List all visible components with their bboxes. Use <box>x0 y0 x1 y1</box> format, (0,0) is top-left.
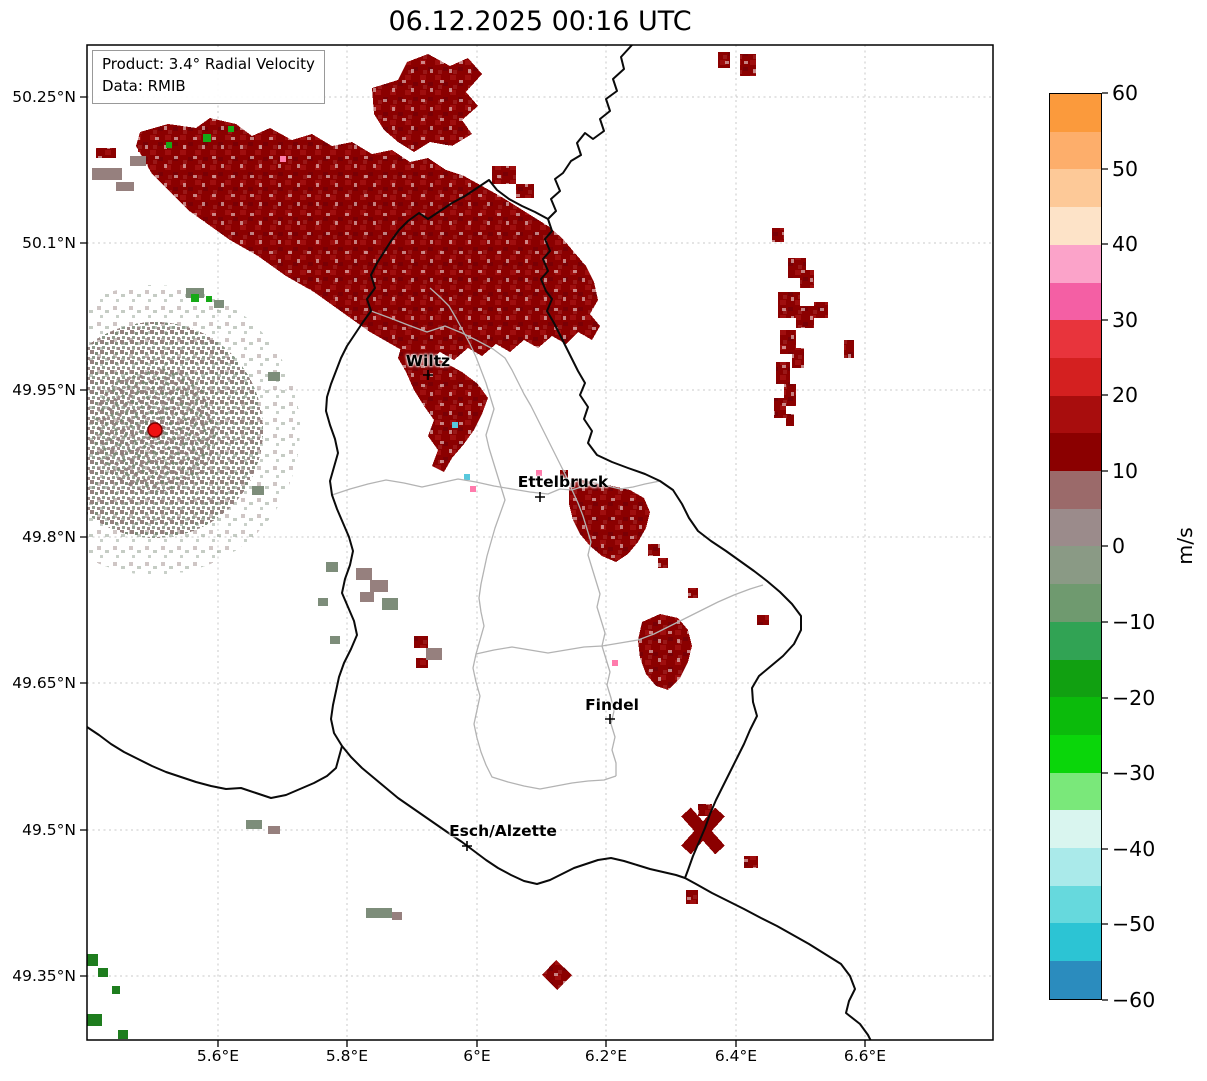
colorbar-segment <box>1050 357 1101 396</box>
colorbar-tick-label: 0 <box>1112 534 1126 558</box>
lat-tick-label: 49.5°N <box>22 821 76 839</box>
colorbar-segment <box>1050 621 1101 660</box>
colorbar-tick-label: 20 <box>1112 383 1139 407</box>
colorbar-tick-label: −10 <box>1112 610 1156 634</box>
district-border-path <box>571 489 617 776</box>
colorbar-segment <box>1050 395 1101 434</box>
colorbar-segment <box>1050 169 1101 208</box>
city-marker <box>462 841 472 851</box>
colorbar-segment <box>1050 697 1101 735</box>
colorbar-segment <box>1050 659 1101 698</box>
colorbar-unit-label: m/s <box>1173 527 1197 565</box>
border-luxembourg-west <box>325 179 686 885</box>
colorbar-tick-label: 10 <box>1112 459 1139 483</box>
colorbar-segment <box>1050 923 1101 962</box>
district-border-path <box>429 287 617 790</box>
colorbar-segment <box>1050 546 1101 585</box>
border-belgium-germany-france <box>540 45 872 1040</box>
lon-tick-label: 6.6°E <box>843 1047 887 1065</box>
x-axis-tick-marks <box>217 1040 866 1047</box>
city-label-wiltz: Wiltz <box>405 352 451 370</box>
district-borders <box>331 287 764 790</box>
lat-tick-label: 49.8°N <box>22 528 76 546</box>
colorbar-tick-label: −40 <box>1112 837 1156 861</box>
colorbar-segment <box>1050 320 1101 358</box>
colorbar-segment <box>1050 772 1101 811</box>
colorbar-tick-marks <box>1102 92 1108 1001</box>
axis-ticks <box>80 92 1108 1047</box>
colorbar-segment <box>1050 131 1101 170</box>
colorbar-tick-label: −60 <box>1112 988 1156 1012</box>
lon-tick-label: 6°E <box>463 1047 491 1065</box>
lat-tick-label: 49.35°N <box>12 967 76 985</box>
lat-tick-label: 49.95°N <box>12 381 76 399</box>
colorbar-tick-label: −20 <box>1112 686 1156 710</box>
product-info-box: Product: 3.4° Radial Velocity Data: RMIB <box>92 50 325 104</box>
colorbar-tick-label: −30 <box>1112 761 1156 785</box>
colorbar-segment <box>1050 244 1101 283</box>
colorbar-segment <box>1050 961 1101 999</box>
colorbar-segment <box>1050 94 1101 132</box>
lat-tick-label: 49.65°N <box>12 674 76 692</box>
colorbar-segment <box>1050 848 1101 886</box>
lat-tick-label: 50.25°N <box>12 88 76 106</box>
colorbar-segment <box>1050 508 1101 547</box>
city-marker <box>605 714 615 724</box>
colorbar-tick-label: 30 <box>1112 308 1139 332</box>
plot-frame <box>86 44 994 1041</box>
colorbar-segment <box>1050 207 1101 245</box>
city-marker <box>535 492 545 502</box>
district-border-path <box>331 478 661 496</box>
colorbar-segment <box>1050 282 1101 321</box>
country-borders <box>87 45 872 1040</box>
colorbar-tick-label: 40 <box>1112 232 1139 256</box>
lon-tick-label: 5.6°E <box>196 1047 240 1065</box>
district-border-path <box>475 584 764 655</box>
lon-tick-label: 6.2°E <box>584 1047 628 1065</box>
data-source-line: Data: RMIB <box>102 76 186 95</box>
echo-cyan-specks <box>452 422 470 480</box>
colorbar-segment <box>1050 584 1101 622</box>
colorbar-segment <box>1050 433 1101 472</box>
echo-green-southwest <box>87 954 128 1039</box>
district-border-path <box>370 310 573 491</box>
colorbar <box>1049 93 1102 1000</box>
colorbar-segment <box>1050 885 1101 924</box>
city-label-esch-alzette: Esch/Alzette <box>449 822 557 840</box>
lat-tick-label: 50.1°N <box>22 234 76 252</box>
ground-clutter <box>87 285 300 575</box>
colorbar-segment <box>1050 810 1101 849</box>
city-markers <box>423 370 615 851</box>
border-france-belgium <box>87 726 343 799</box>
figure-title: 06.12.2025 00:16 UTC <box>388 6 692 37</box>
colorbar-segment <box>1050 734 1101 773</box>
city-label-findel: Findel <box>585 696 639 714</box>
colorbar-tick-label: 50 <box>1112 157 1139 181</box>
colorbar-tick-label: −50 <box>1112 912 1156 936</box>
product-line: Product: 3.4° Radial Velocity <box>102 55 315 73</box>
radar-site-dot <box>147 422 163 438</box>
colorbar-segment <box>1050 471 1101 509</box>
lon-tick-label: 6.4°E <box>714 1047 758 1065</box>
city-label-ettelbruck: Ettelbruck <box>517 473 609 491</box>
lon-tick-label: 5.8°E <box>325 1047 369 1065</box>
y-axis-tick-marks <box>80 96 87 977</box>
city-marker <box>423 370 433 380</box>
colorbar-tick-label: 60 <box>1112 81 1139 105</box>
